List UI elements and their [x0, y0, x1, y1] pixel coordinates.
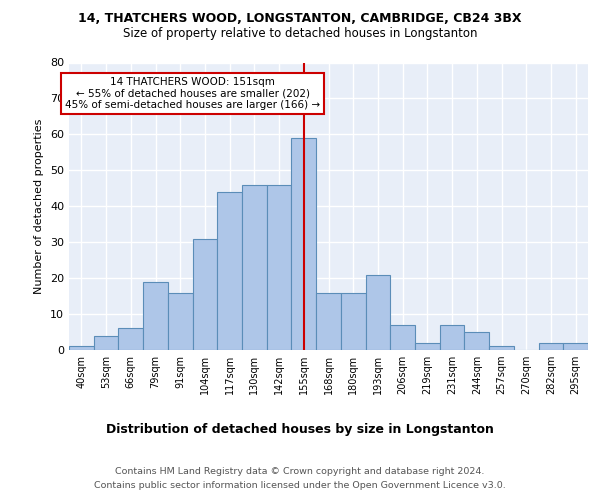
- Bar: [464, 332, 489, 350]
- Bar: [292, 138, 316, 350]
- Bar: [143, 282, 168, 350]
- Bar: [489, 346, 514, 350]
- Bar: [563, 343, 588, 350]
- Text: Contains HM Land Registry data © Crown copyright and database right 2024.: Contains HM Land Registry data © Crown c…: [115, 468, 485, 476]
- Bar: [440, 325, 464, 350]
- Bar: [242, 184, 267, 350]
- Bar: [415, 343, 440, 350]
- Bar: [118, 328, 143, 350]
- Text: Size of property relative to detached houses in Longstanton: Size of property relative to detached ho…: [123, 28, 477, 40]
- Bar: [217, 192, 242, 350]
- Text: Distribution of detached houses by size in Longstanton: Distribution of detached houses by size …: [106, 422, 494, 436]
- Bar: [168, 292, 193, 350]
- Bar: [390, 325, 415, 350]
- Bar: [94, 336, 118, 350]
- Bar: [316, 292, 341, 350]
- Text: Contains public sector information licensed under the Open Government Licence v3: Contains public sector information licen…: [94, 481, 506, 490]
- Bar: [365, 274, 390, 350]
- Bar: [69, 346, 94, 350]
- Bar: [267, 184, 292, 350]
- Bar: [341, 292, 365, 350]
- Y-axis label: Number of detached properties: Number of detached properties: [34, 118, 44, 294]
- Text: 14, THATCHERS WOOD, LONGSTANTON, CAMBRIDGE, CB24 3BX: 14, THATCHERS WOOD, LONGSTANTON, CAMBRID…: [78, 12, 522, 26]
- Text: 14 THATCHERS WOOD: 151sqm
← 55% of detached houses are smaller (202)
45% of semi: 14 THATCHERS WOOD: 151sqm ← 55% of detac…: [65, 77, 320, 110]
- Bar: [193, 238, 217, 350]
- Bar: [539, 343, 563, 350]
